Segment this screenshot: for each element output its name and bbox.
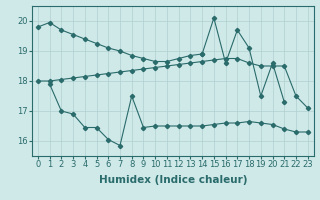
X-axis label: Humidex (Indice chaleur): Humidex (Indice chaleur)	[99, 175, 247, 185]
